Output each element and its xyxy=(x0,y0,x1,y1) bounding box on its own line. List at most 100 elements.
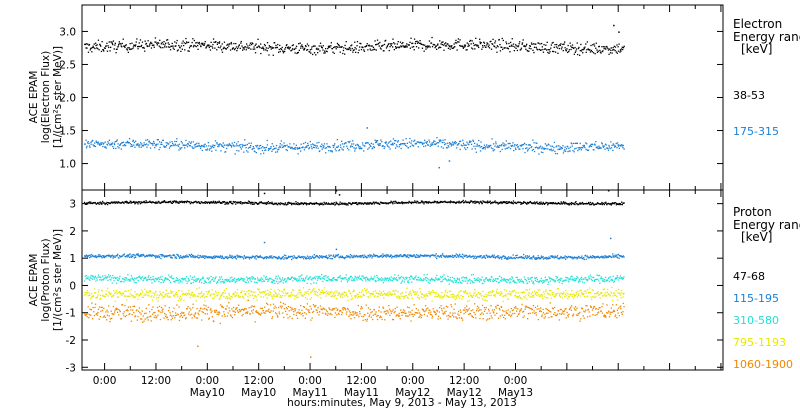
data-point xyxy=(473,44,475,47)
data-point xyxy=(158,42,160,44)
data-point xyxy=(167,39,169,41)
proton-ylabel-line-2: log(Proton Flux) xyxy=(40,238,52,321)
data-point xyxy=(553,50,555,53)
data-point xyxy=(161,41,163,44)
data-point xyxy=(478,201,480,203)
data-point xyxy=(151,42,153,44)
data-point xyxy=(194,146,196,148)
data-point xyxy=(246,43,248,45)
data-point xyxy=(519,41,521,43)
data-point xyxy=(610,255,612,258)
data-point xyxy=(439,276,442,278)
data-point xyxy=(345,41,347,43)
data-point xyxy=(283,144,285,147)
data-point xyxy=(254,52,257,54)
data-point xyxy=(193,276,195,278)
data-point xyxy=(397,255,399,257)
data-point xyxy=(238,145,240,147)
data-point xyxy=(555,202,557,204)
data-point xyxy=(327,47,329,50)
data-point xyxy=(594,203,596,205)
data-point xyxy=(91,254,93,256)
data-point xyxy=(168,143,170,145)
data-point xyxy=(552,255,554,258)
data-point xyxy=(334,279,336,281)
data-point xyxy=(291,258,293,261)
data-point xyxy=(323,278,326,280)
data-point xyxy=(539,280,541,282)
data-point xyxy=(215,276,217,278)
data-point xyxy=(574,51,576,53)
data-point xyxy=(212,201,214,204)
data-point xyxy=(612,253,614,255)
data-point xyxy=(149,200,151,202)
data-point xyxy=(201,43,203,46)
data-point xyxy=(259,278,261,280)
data-point xyxy=(220,150,222,152)
data-point xyxy=(465,280,467,282)
data-point xyxy=(571,44,574,46)
data-point xyxy=(602,146,605,148)
data-point xyxy=(230,280,232,282)
data-point xyxy=(376,276,379,279)
data-point xyxy=(237,141,239,143)
data-point xyxy=(307,203,310,205)
data-point xyxy=(527,278,530,281)
data-point xyxy=(251,42,253,44)
data-point xyxy=(366,257,368,259)
data-point xyxy=(381,141,383,143)
data-point xyxy=(195,145,197,148)
data-point xyxy=(237,256,239,258)
data-point xyxy=(432,141,434,144)
data-point xyxy=(212,47,214,49)
data-point xyxy=(581,281,584,283)
data-point xyxy=(255,281,257,283)
data-point xyxy=(350,279,353,281)
data-point xyxy=(281,144,283,146)
data-point xyxy=(435,277,437,279)
data-point xyxy=(185,278,187,280)
data-point xyxy=(274,277,277,279)
data-point xyxy=(135,140,137,142)
data-point xyxy=(497,256,499,259)
data-point xyxy=(183,256,185,259)
data-point xyxy=(395,47,398,49)
data-point xyxy=(103,277,106,279)
data-point xyxy=(117,146,119,148)
data-point xyxy=(139,255,141,257)
data-point xyxy=(559,148,561,151)
data-point xyxy=(157,300,159,302)
data-point xyxy=(350,203,352,205)
data-point xyxy=(274,256,276,258)
data-point xyxy=(297,203,299,206)
data-point xyxy=(541,46,543,48)
data-point xyxy=(411,202,413,205)
data-point xyxy=(365,45,367,47)
data-point xyxy=(455,280,458,282)
data-point xyxy=(619,51,621,53)
data-point xyxy=(447,275,449,278)
data-point xyxy=(319,203,321,205)
data-point xyxy=(442,139,444,141)
data-point xyxy=(583,278,585,280)
data-point xyxy=(547,204,549,206)
data-point xyxy=(617,145,620,147)
data-point xyxy=(275,44,277,47)
data-point xyxy=(264,294,267,296)
data-point xyxy=(233,141,236,144)
data-point xyxy=(347,255,349,258)
data-point xyxy=(195,42,197,44)
data-point xyxy=(256,299,258,301)
data-point xyxy=(421,201,423,203)
data-point xyxy=(435,142,437,145)
data-point xyxy=(272,257,274,259)
data-point xyxy=(366,127,368,129)
data-point xyxy=(178,257,181,259)
data-point xyxy=(229,281,231,283)
data-point xyxy=(464,201,466,204)
data-point xyxy=(245,147,247,149)
data-point xyxy=(163,255,165,257)
data-point xyxy=(367,142,369,144)
data-point xyxy=(217,144,220,146)
data-point xyxy=(224,292,226,294)
